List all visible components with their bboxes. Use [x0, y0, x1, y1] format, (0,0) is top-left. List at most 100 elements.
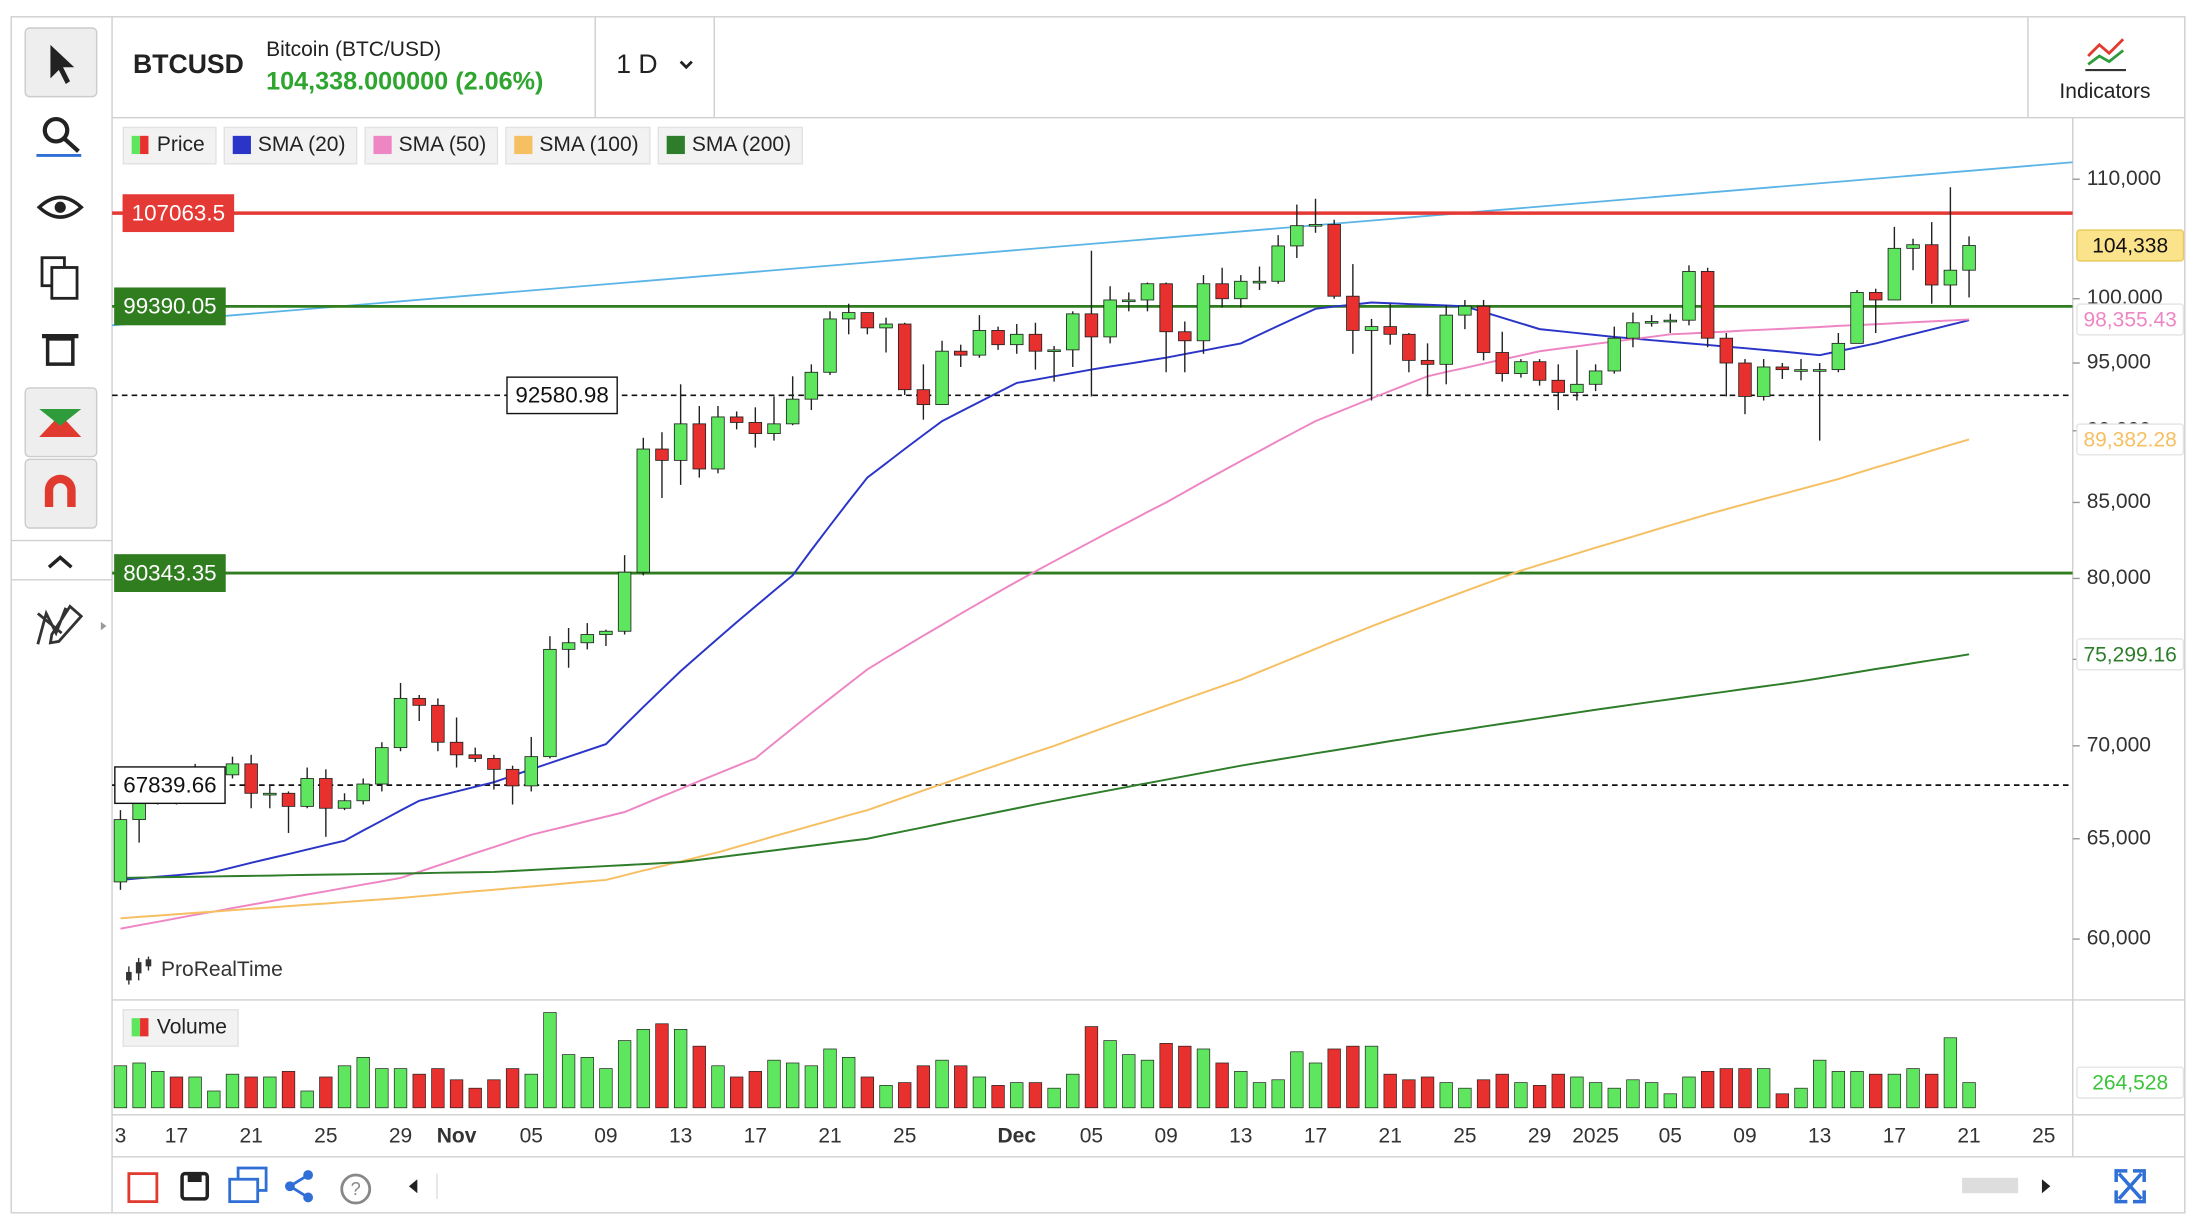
x-tick-label: 21 — [239, 1125, 262, 1148]
candle-body — [1420, 359, 1435, 365]
interval-selector[interactable]: 1 D — [616, 49, 657, 79]
candle-body — [1439, 314, 1453, 365]
volume-bar — [1010, 1082, 1024, 1109]
candle-body — [1084, 313, 1099, 338]
zoom-button[interactable] — [42, 116, 70, 144]
volume-bar — [879, 1085, 893, 1109]
volume-bar — [487, 1079, 501, 1109]
volume-bar — [655, 1023, 669, 1109]
candle-body — [841, 312, 856, 320]
fullscreen-button[interactable] — [2114, 1169, 2146, 1204]
candle-body — [1495, 352, 1509, 375]
scroll-right[interactable] — [2041, 1179, 2051, 1194]
x-tick-label: 05 — [1080, 1125, 1103, 1148]
volume-bar — [636, 1029, 650, 1109]
candle-body — [1178, 331, 1192, 342]
x-tick-label: 25 — [2032, 1125, 2055, 1148]
volume-bar — [1700, 1071, 1715, 1109]
candle-body — [1402, 333, 1416, 361]
level-label-text: 80343.35 — [123, 560, 216, 585]
volume-bar — [1103, 1040, 1117, 1109]
legend-item[interactable]: SMA (20) — [223, 126, 358, 165]
symbol: BTCUSD — [133, 49, 244, 79]
volume-bar — [730, 1076, 744, 1109]
volume-bar — [1364, 1045, 1379, 1109]
volume-bar — [1458, 1087, 1472, 1109]
volume-bar — [319, 1076, 333, 1109]
candle-body — [412, 697, 426, 706]
scroll-left[interactable] — [408, 1179, 418, 1194]
indicators-button[interactable]: Indicators — [2059, 38, 2150, 103]
volume-bar — [1775, 1093, 1789, 1109]
volume-bar — [1738, 1068, 1752, 1109]
watermark: ProRealTime — [161, 958, 283, 981]
candle-body — [393, 697, 408, 749]
legend-item[interactable]: Price — [122, 126, 217, 165]
x-tick-label: 29 — [389, 1125, 412, 1148]
candle-body — [1514, 361, 1528, 375]
legend-item[interactable]: SMA (50) — [364, 126, 499, 165]
legend-item[interactable]: SMA (100) — [505, 126, 651, 165]
candle-body — [972, 330, 987, 356]
zoom-icon — [63, 137, 80, 153]
x-tick-label: 17 — [1304, 1125, 1327, 1148]
y-tick-label: 60,000 — [2087, 927, 2151, 950]
volume-bar — [1570, 1076, 1584, 1109]
volume-bar — [1196, 1048, 1211, 1109]
x-tick-label: 17 — [744, 1125, 767, 1148]
candle-body — [1122, 299, 1136, 303]
volume-bar — [1887, 1073, 1902, 1109]
candle-body — [1887, 247, 1902, 301]
volume-bar — [449, 1079, 464, 1109]
draw-tools-button[interactable] — [36, 604, 84, 645]
draw-tools-arrow — [100, 621, 107, 631]
x-tick-label: 09 — [594, 1125, 617, 1148]
candle-body — [767, 423, 781, 435]
view-button[interactable] — [36, 195, 84, 219]
x-tick-label: 25 — [314, 1125, 337, 1148]
delete-button[interactable] — [45, 337, 75, 366]
collapse-button[interactable] — [47, 555, 73, 569]
left-toolbar — [11, 27, 113, 645]
volume-bar — [1532, 1085, 1547, 1109]
price-panel — [112, 161, 2073, 930]
candle-body — [617, 571, 632, 632]
volume-bar — [860, 1076, 875, 1109]
volume-bar — [375, 1068, 389, 1109]
sma-line — [120, 301, 1970, 881]
candle-body — [785, 398, 800, 425]
volume-bar — [823, 1048, 837, 1109]
candle-body — [319, 778, 333, 809]
volume-bar — [1588, 1082, 1603, 1109]
legend-item[interactable]: SMA (200) — [657, 126, 804, 165]
axis-value-box — [2076, 638, 2185, 671]
candle-body — [468, 754, 482, 759]
candle-body — [1943, 269, 1958, 286]
axis-value-label: 98,355.43 — [2083, 308, 2176, 331]
watermark-icon — [126, 956, 152, 985]
legend-label: SMA (20) — [258, 133, 346, 156]
volume-bar — [711, 1065, 725, 1109]
candle-body — [1570, 383, 1584, 393]
candle-body — [1234, 280, 1248, 300]
volume-bar — [1271, 1079, 1285, 1109]
scrollbar-thumb[interactable] — [1962, 1177, 2019, 1194]
help-button[interactable] — [340, 1173, 372, 1205]
volume-bar — [786, 1062, 800, 1109]
volume-bar — [1439, 1082, 1453, 1109]
candle-body — [1644, 321, 1659, 324]
volume-bar — [617, 1040, 632, 1109]
x-tick-label: Dec — [997, 1125, 1036, 1148]
level-label-box — [506, 376, 618, 415]
volume-bar — [505, 1068, 520, 1109]
candle-body — [897, 323, 912, 391]
magnet-button[interactable] — [24, 458, 98, 529]
candle-body — [244, 763, 258, 794]
volume-bar — [1215, 1062, 1229, 1109]
candle-body — [337, 800, 352, 809]
candle-body — [543, 648, 557, 758]
footer-button[interactable] — [127, 1172, 159, 1204]
x-tick-label: 25 — [893, 1125, 916, 1148]
x-tick-label: 25 — [1453, 1125, 1476, 1148]
volume-bar — [1719, 1068, 1733, 1109]
